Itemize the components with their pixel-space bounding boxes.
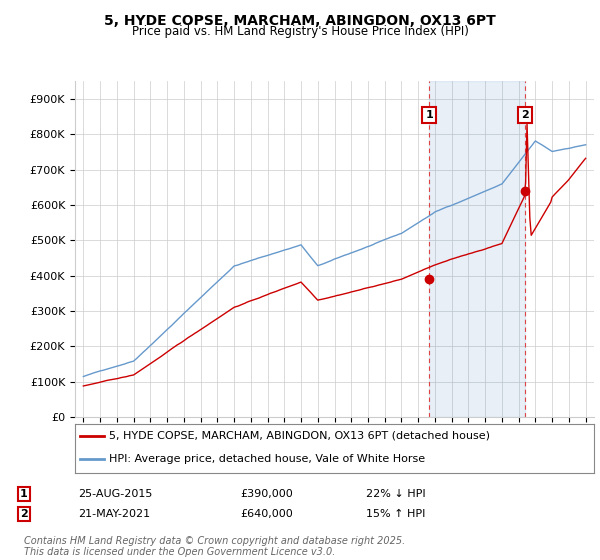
Text: £640,000: £640,000 (240, 509, 293, 519)
Text: Contains HM Land Registry data © Crown copyright and database right 2025.
This d: Contains HM Land Registry data © Crown c… (24, 535, 405, 557)
Text: 2: 2 (521, 110, 529, 120)
Text: 21-MAY-2021: 21-MAY-2021 (78, 509, 150, 519)
Text: Price paid vs. HM Land Registry's House Price Index (HPI): Price paid vs. HM Land Registry's House … (131, 25, 469, 38)
Text: 5, HYDE COPSE, MARCHAM, ABINGDON, OX13 6PT (detached house): 5, HYDE COPSE, MARCHAM, ABINGDON, OX13 6… (109, 431, 490, 441)
Text: 22% ↓ HPI: 22% ↓ HPI (366, 489, 425, 499)
Text: HPI: Average price, detached house, Vale of White Horse: HPI: Average price, detached house, Vale… (109, 454, 425, 464)
Bar (429, 81, 525, 417)
Text: 1: 1 (20, 489, 28, 499)
Text: 25-AUG-2015: 25-AUG-2015 (78, 489, 152, 499)
Text: 5, HYDE COPSE, MARCHAM, ABINGDON, OX13 6PT: 5, HYDE COPSE, MARCHAM, ABINGDON, OX13 6… (104, 14, 496, 28)
Text: 15% ↑ HPI: 15% ↑ HPI (366, 509, 425, 519)
Text: £390,000: £390,000 (240, 489, 293, 499)
Text: 1: 1 (425, 110, 433, 120)
Text: 2: 2 (20, 509, 28, 519)
